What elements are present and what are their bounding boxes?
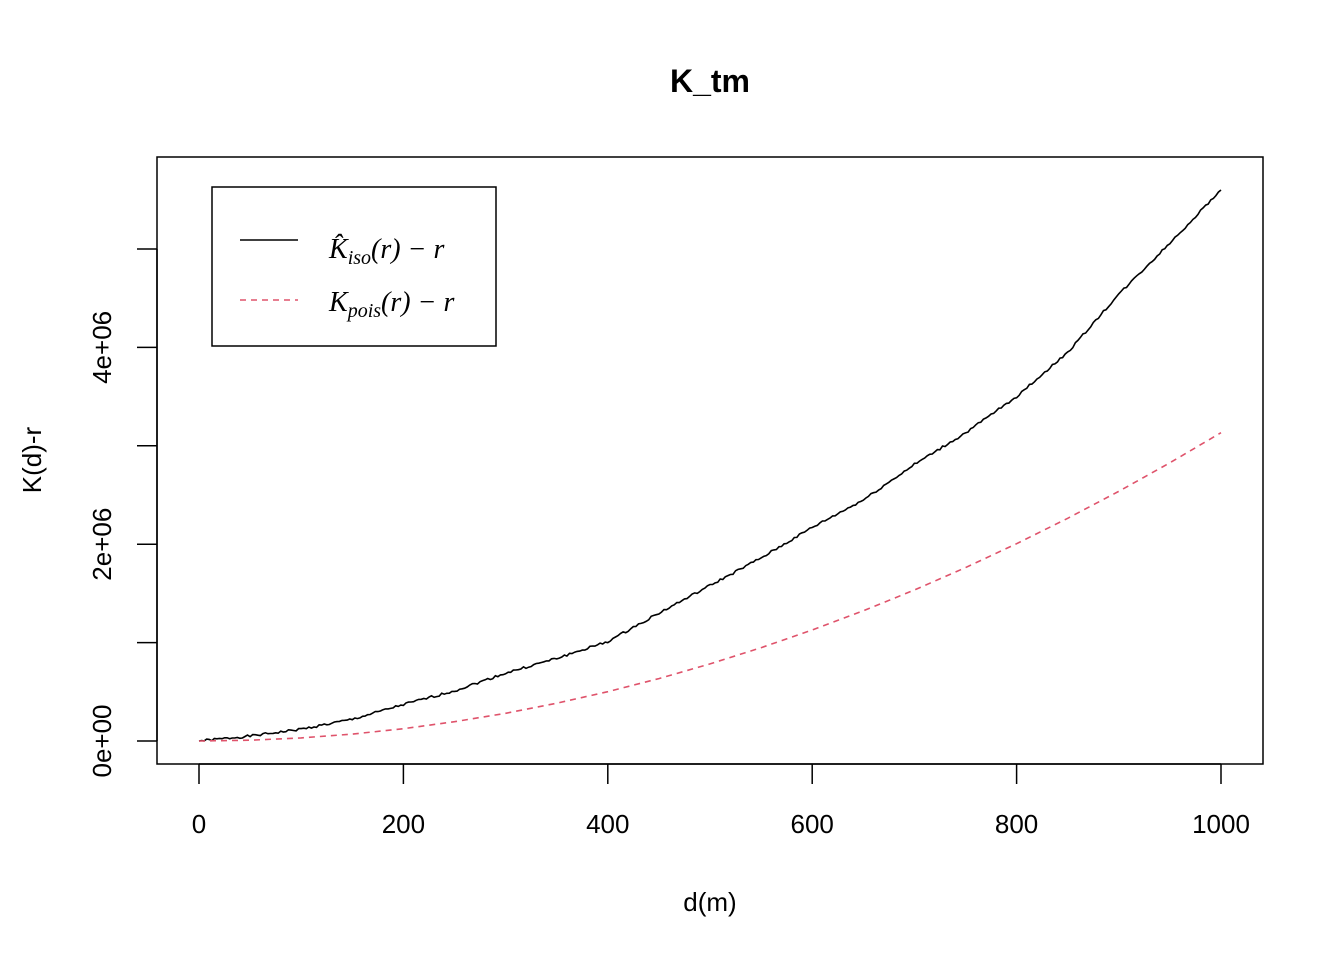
y-axis: 0e+00 2e+06 4e+06 <box>87 248 158 778</box>
series-line-kiso <box>198 189 1222 742</box>
x-tick-label: 600 <box>791 809 834 839</box>
legend-entry-kiso: K̂iso(r) − r <box>328 234 444 269</box>
series-line-kpois <box>198 432 1222 742</box>
legend-kpois-sub: pois <box>346 300 382 322</box>
legend-kiso-main: K̂ <box>328 234 349 265</box>
x-tick-label: 0 <box>192 809 206 839</box>
x-tick-label: 200 <box>382 809 425 839</box>
legend-kpois-suffix: (r) − r <box>381 287 454 318</box>
chart-title: K_tm <box>670 63 750 99</box>
legend-kiso-sub: iso <box>348 247 371 269</box>
y-tick-label: 4e+06 <box>87 311 117 384</box>
x-tick-label: 400 <box>586 809 629 839</box>
x-tick-label: 1000 <box>1192 809 1250 839</box>
x-axis: 0 200 400 600 800 1000 <box>192 763 1250 839</box>
legend-entry-kpois: Kpois(r) − r <box>328 287 454 322</box>
x-tick-label: 800 <box>995 809 1038 839</box>
legend-kiso-suffix: (r) − r <box>371 234 444 265</box>
legend: K̂iso(r) − r Kpois(r) − r <box>211 186 497 347</box>
x-axis-label: d(m) <box>683 887 736 917</box>
y-tick-label: 0e+00 <box>87 704 117 777</box>
series-layer <box>198 189 1222 742</box>
legend-kpois-main: K <box>328 287 349 318</box>
y-axis-label: K(d)-r <box>17 426 47 493</box>
y-tick-label: 2e+06 <box>87 508 117 581</box>
legend-box <box>211 186 497 347</box>
